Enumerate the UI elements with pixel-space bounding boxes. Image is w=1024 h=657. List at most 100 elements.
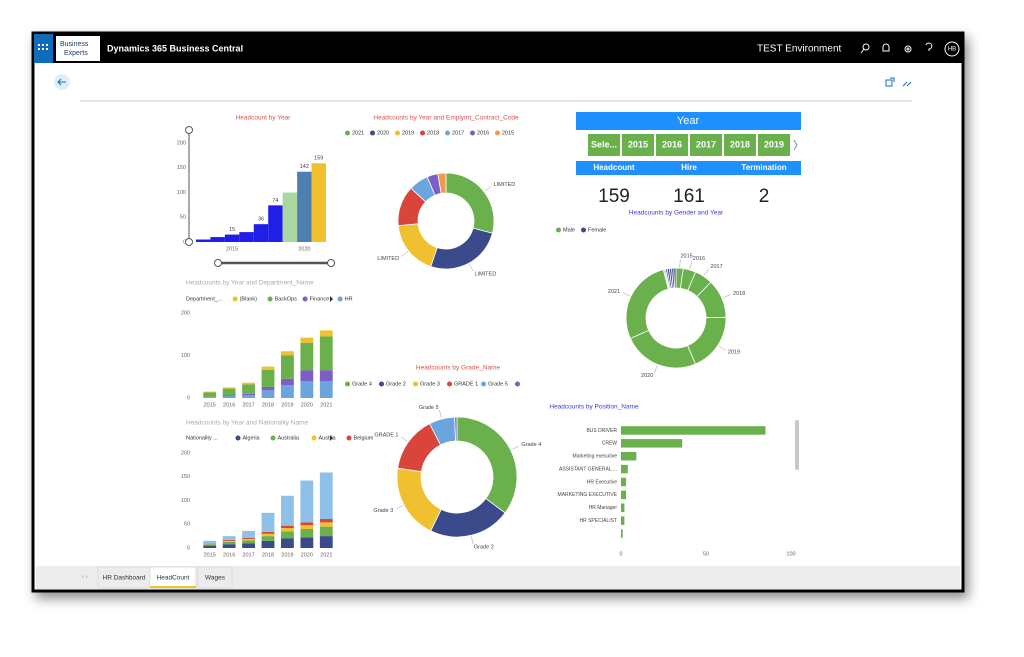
bar-segment <box>262 534 275 536</box>
bar <box>312 163 326 242</box>
tab-label: HeadCount <box>157 575 190 582</box>
tab-nav[interactable]: ‹ › <box>82 575 88 581</box>
y-tick-label: 200 <box>181 310 190 316</box>
bar-segment <box>203 541 216 543</box>
slice-label: 2021 <box>608 289 620 295</box>
bar-segment <box>203 544 216 545</box>
bar-segment <box>242 384 255 393</box>
logo <box>56 36 100 61</box>
bar-segment <box>223 389 236 395</box>
data-label: 15 <box>229 227 235 233</box>
slice-label: LIMITED <box>377 256 399 262</box>
y-tick-label: BUS DRIVER <box>586 428 617 434</box>
bar-segment <box>203 392 216 393</box>
legend-swatch <box>345 382 350 387</box>
bar-segment <box>242 531 255 538</box>
app-title: Dynamics 365 Business Central <box>107 43 243 53</box>
bar-segment <box>203 546 216 548</box>
chart-title: Headcounts by Grade_Name <box>416 365 501 372</box>
user-avatar[interactable]: HB <box>948 47 956 53</box>
y-tick-label: 0 <box>183 239 186 245</box>
slice-label: Grade 2 <box>474 544 494 550</box>
legend-swatch <box>413 382 418 387</box>
slice-label: Grade 4 <box>521 442 541 448</box>
legend-label: 2019 <box>402 130 414 136</box>
legend-label: HR <box>345 296 353 302</box>
legend-label: 2015 <box>502 130 514 136</box>
x-tick-label: 2019 <box>281 402 293 408</box>
chart-title: Headcounts by Year and Nationality Name <box>186 420 309 427</box>
bar-segment <box>281 539 294 549</box>
x-tick-label: 100 <box>786 551 795 557</box>
slicer-option-label: 2019 <box>764 139 784 149</box>
legend-swatch <box>515 382 520 387</box>
legend-label: Grade 5 <box>488 381 508 387</box>
slice-label: 2016 <box>693 256 705 262</box>
bar-segment <box>281 531 294 538</box>
legend-swatch <box>268 297 273 302</box>
bar <box>621 529 623 538</box>
bar-segment <box>300 525 313 529</box>
environment: TEST Environment <box>757 44 842 55</box>
kpi-label: Termination <box>741 163 786 172</box>
legend-label: Grade 2 <box>386 381 406 387</box>
tab-label: HR Dashboard <box>103 575 146 582</box>
bar-segment <box>223 542 236 544</box>
legend-swatch <box>581 228 586 233</box>
bar-segment <box>223 544 236 548</box>
legend-swatch <box>556 228 561 233</box>
legend-swatch <box>312 436 317 441</box>
slice-label: 2015 <box>681 254 693 260</box>
tab-label: Wages <box>205 575 226 582</box>
legend-swatch <box>370 131 375 136</box>
bar-segment <box>262 541 275 548</box>
bar-segment <box>203 397 216 398</box>
x-tick-label: 2020 <box>298 246 310 252</box>
legend-label: GRADE 1 <box>454 381 478 387</box>
x-tick-label: 2018 <box>262 552 274 558</box>
bar-segment <box>281 351 294 355</box>
slicer-title: Year <box>677 115 700 127</box>
y-tick-label: 150 <box>181 474 190 480</box>
slice-label: 2018 <box>733 291 745 297</box>
y-tick-label: 0 <box>187 545 190 551</box>
y-tick-label: 50 <box>184 522 190 528</box>
slice-label: 2017 <box>710 264 722 270</box>
x-tick-label: 2018 <box>262 402 274 408</box>
scrollbar[interactable] <box>795 420 799 470</box>
bar <box>196 240 210 242</box>
legend-label: Algeria <box>243 435 261 441</box>
bar-segment <box>281 379 294 385</box>
slice-label: 2019 <box>728 349 740 355</box>
chart-title: Headcount by Year <box>236 115 292 122</box>
legend-label: Female <box>588 227 606 233</box>
y-tick-label: 100 <box>177 190 186 196</box>
y-tick-label: HR SPECIALIST <box>579 518 617 524</box>
bar-segment <box>320 330 333 336</box>
bar <box>621 465 628 474</box>
bar-segment <box>223 540 236 541</box>
chart-title: Headcounts by Year and Emplymt_Contract_… <box>373 115 519 122</box>
legend-swatch <box>236 436 241 441</box>
legend-label: 2021 <box>352 130 364 136</box>
slicer-option-label: 2018 <box>730 139 750 149</box>
legend-swatch <box>345 131 350 136</box>
legend-swatch <box>338 297 343 302</box>
x-tick-label: 0 <box>619 551 622 557</box>
x-tick-label: 2019 <box>281 552 293 558</box>
slicer-option-label: 2017 <box>696 139 716 149</box>
bar-segment <box>300 538 313 548</box>
y-tick-label: CREW <box>602 441 618 447</box>
y-tick-label: 100 <box>181 353 190 359</box>
bar-segment <box>320 370 333 381</box>
bar-segment <box>320 522 333 526</box>
y-tick-label: 0 <box>187 395 190 401</box>
bar-segment <box>320 519 333 522</box>
kpi-value: 161 <box>673 186 705 207</box>
legend-swatch <box>303 297 308 302</box>
legend-swatch <box>447 382 452 387</box>
bar-segment <box>320 536 333 548</box>
x-tick-label: 2020 <box>301 552 313 558</box>
x-tick-label: 2020 <box>301 402 313 408</box>
